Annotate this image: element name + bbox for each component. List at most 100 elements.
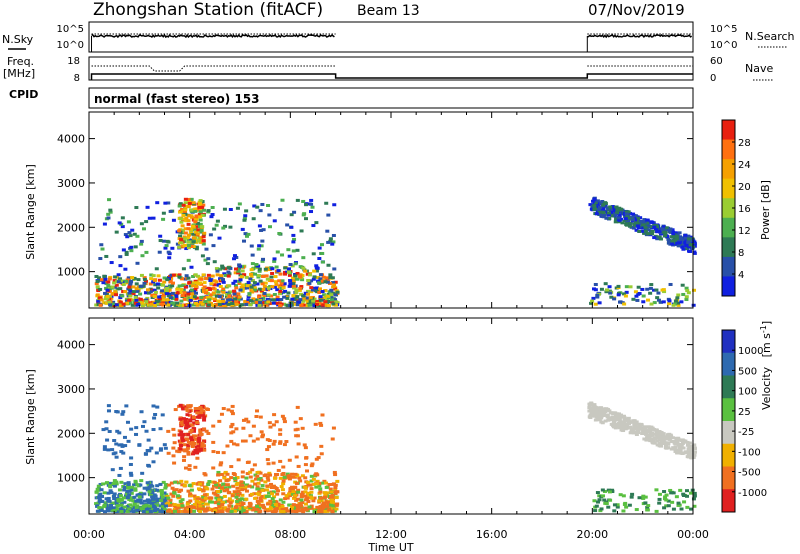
- heatmap-cell: [684, 244, 689, 248]
- heatmap-cell: [217, 295, 222, 299]
- heatmap-cell: [326, 240, 331, 244]
- heatmap-cell: [171, 454, 176, 458]
- heatmap-cell: [624, 290, 629, 294]
- heatmap-cell: [155, 503, 160, 507]
- heatmap-cell: [151, 280, 156, 284]
- heatmap-cell: [661, 300, 666, 304]
- heatmap-cell: [207, 298, 212, 302]
- heatmap-cell: [626, 416, 631, 420]
- heatmap-cell: [299, 285, 304, 289]
- heatmap-cell: [314, 286, 319, 290]
- heatmap-cell: [330, 500, 335, 504]
- heatmap-cell: [115, 287, 120, 291]
- heatmap-cell: [294, 510, 299, 514]
- heatmap-cell: [325, 229, 330, 233]
- heatmap-cell: [225, 488, 230, 492]
- nsearch-label: N.Search: [745, 30, 795, 43]
- heatmap-cell: [676, 501, 681, 505]
- heatmap-cell: [272, 285, 277, 289]
- heatmap-cell: [200, 205, 205, 209]
- heatmap-cell: [289, 507, 294, 511]
- heatmap-cell: [115, 504, 120, 508]
- heatmap-cell: [244, 510, 249, 514]
- heatmap-cell: [190, 292, 195, 296]
- freq-left-tick-bottom: 8: [74, 73, 80, 84]
- heatmap-cell: [311, 477, 316, 481]
- heatmap-cell: [252, 463, 257, 467]
- colorbar-tick-label: 24: [738, 160, 751, 171]
- heatmap-cell: [145, 288, 150, 292]
- heatmap-cell: [263, 509, 268, 513]
- heatmap-cell: [295, 198, 300, 202]
- heatmap-cell: [107, 277, 112, 281]
- heatmap-cell: [309, 487, 314, 491]
- heatmap-cell: [106, 509, 111, 513]
- heatmap-cell: [148, 282, 153, 286]
- heatmap-cell: [274, 283, 279, 287]
- heatmap-cell: [268, 499, 273, 503]
- heatmap-cell: [293, 428, 298, 432]
- heatmap-cell: [271, 423, 276, 427]
- heatmap-cell: [318, 298, 323, 302]
- heatmap-cell: [640, 431, 645, 435]
- heatmap-cell: [184, 448, 189, 452]
- heatmap-cell: [147, 490, 152, 494]
- heatmap-cell: [104, 254, 109, 258]
- heatmap-cell: [117, 488, 122, 492]
- heatmap-cell: [192, 297, 197, 301]
- heatmap-cell: [246, 281, 251, 285]
- heatmap-cell: [597, 411, 602, 415]
- heatmap-cell: [251, 301, 256, 305]
- heatmap-cell: [295, 271, 300, 275]
- heatmap-cell: [249, 285, 254, 289]
- heatmap-cell: [110, 448, 115, 452]
- heatmap-cell: [595, 295, 600, 299]
- heatmap-cell: [656, 229, 661, 233]
- heatmap-cell: [218, 267, 223, 271]
- heatmap-cell: [223, 224, 228, 228]
- heatmap-cell: [671, 507, 676, 511]
- heatmap-cell: [332, 470, 337, 474]
- heatmap-cell: [603, 201, 608, 205]
- heatmap-cell: [218, 279, 223, 283]
- heatmap-cell: [134, 287, 139, 291]
- heatmap-cell: [107, 429, 112, 433]
- heatmap-cell: [588, 416, 593, 420]
- heatmap-cell: [265, 476, 270, 480]
- heatmap-cell: [193, 220, 198, 224]
- heatmap-cell: [179, 488, 184, 492]
- heatmap-cell: [268, 508, 273, 512]
- heatmap-cell: [198, 218, 203, 222]
- heatmap-cell: [94, 303, 99, 307]
- heatmap-cell: [124, 299, 129, 303]
- heatmap-cell: [194, 230, 199, 234]
- heatmap-cell: [683, 241, 688, 245]
- heatmap-cell: [182, 237, 187, 241]
- heatmap-cell: [306, 292, 311, 296]
- heatmap-cell: [143, 279, 148, 283]
- heatmap-cell: [652, 301, 657, 305]
- heatmap-cell: [283, 266, 288, 270]
- heatmap-cell: [104, 286, 109, 290]
- heatmap-cell: [160, 495, 165, 499]
- heatmap-cell: [140, 471, 145, 475]
- heatmap-cell: [112, 439, 117, 443]
- heatmap-cell: [593, 201, 598, 205]
- power-y-axis-label: Slant Range [km]: [24, 164, 37, 260]
- heatmap-cell: [692, 494, 697, 498]
- heatmap-cell: [661, 432, 666, 436]
- heatmap-cell: [323, 280, 328, 284]
- heatmap-cell: [664, 444, 669, 448]
- heatmap-cell: [121, 451, 126, 455]
- heatmap-cell: [213, 508, 218, 512]
- heatmap-cell: [237, 202, 242, 206]
- heatmap-cell: [267, 301, 272, 305]
- heatmap-cell: [301, 510, 306, 514]
- heatmap-cell: [317, 256, 322, 260]
- heatmap-cell: [210, 500, 215, 504]
- x-tick-label: 00:00: [73, 528, 105, 541]
- heatmap-cell: [148, 290, 153, 294]
- heatmap-cell: [114, 442, 119, 446]
- heatmap-cell: [675, 296, 680, 300]
- heatmap-cell: [675, 440, 680, 444]
